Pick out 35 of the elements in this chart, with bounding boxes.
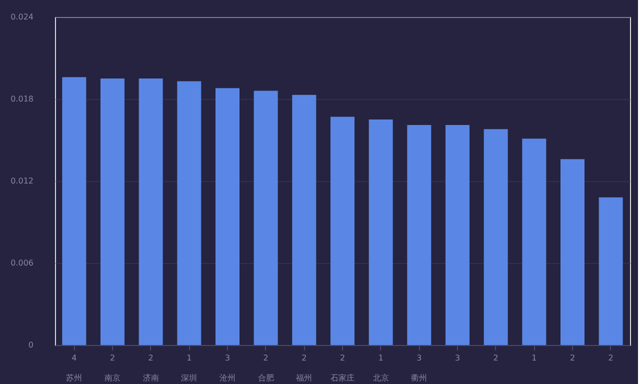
bar <box>62 77 86 345</box>
category-label: 3 沧州 <box>220 354 236 382</box>
category-label: 2 济南 <box>142 354 159 382</box>
bar <box>254 90 278 345</box>
y-tick-label: 0.012 <box>10 176 34 186</box>
category-label: 2 福州 <box>296 354 312 382</box>
bar <box>292 94 316 345</box>
x-tick-label: 3 <box>454 354 460 362</box>
bar <box>446 124 470 345</box>
bar <box>138 78 163 345</box>
bar <box>560 159 584 345</box>
category-label: 1 深圳 <box>181 354 198 382</box>
bar <box>598 197 623 345</box>
x-tick-label: 2 <box>570 354 576 362</box>
category-label: 3 衢州 <box>411 354 428 382</box>
y-tick-label: 0.024 <box>10 12 34 22</box>
x-tick-label: 2 <box>493 354 498 362</box>
category-label: 2 南京 <box>104 354 120 382</box>
bar <box>216 88 240 345</box>
bar <box>484 129 508 345</box>
bar <box>330 116 354 345</box>
y-tick-label: 0 <box>28 340 34 350</box>
bar <box>407 124 432 345</box>
category-label: 1 北京 <box>372 354 389 382</box>
category-label: 2 合肥 <box>258 354 274 382</box>
y-tick-label: 0.006 <box>10 258 34 268</box>
category-label: 4 苏州 <box>66 354 82 382</box>
bar <box>177 81 202 345</box>
x-tick-label: 1 <box>532 354 537 362</box>
bar <box>522 138 546 345</box>
x-tick-label: 2 <box>608 354 614 362</box>
bar <box>368 120 393 345</box>
y-tick-label: 0.018 <box>10 94 34 104</box>
category-label: 2 石家庄 <box>330 354 354 382</box>
bar <box>100 78 124 345</box>
